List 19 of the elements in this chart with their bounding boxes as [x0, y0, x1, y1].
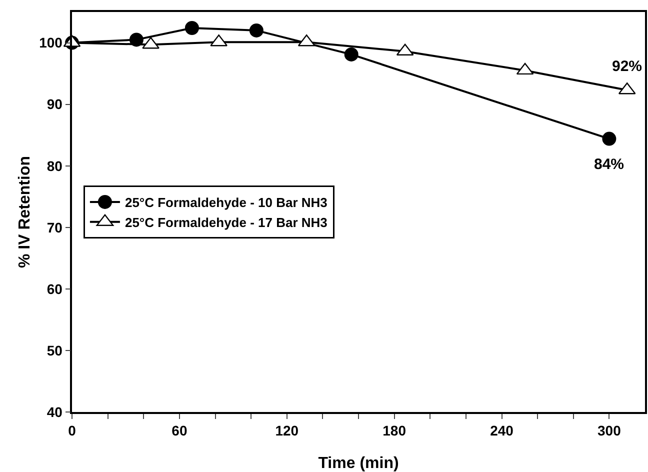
- y-tick-label: 90: [46, 96, 63, 112]
- y-tick-label: 40: [46, 404, 63, 420]
- y-tick-label: 60: [46, 280, 63, 297]
- y-tick-label: 80: [46, 158, 63, 174]
- x-tick-label: 60: [172, 422, 188, 439]
- y-tick-label: 50: [46, 342, 63, 358]
- y-tick-label: 70: [46, 219, 63, 236]
- x-tick-label: 120: [275, 422, 299, 439]
- x-tick-label: 0: [68, 422, 76, 439]
- legend-label: 25°C Formaldehyde - 17 Bar NH3: [124, 214, 328, 230]
- x-tick-label: 180: [382, 422, 406, 439]
- y-tick-label: 100: [39, 34, 63, 51]
- annotation: 84%: [594, 156, 624, 173]
- x-tick-label: 240: [490, 422, 514, 439]
- x-axis-title: Time (min): [318, 455, 399, 472]
- y-axis-title: % IV Retention: [16, 156, 34, 268]
- x-tick-label: 300: [598, 422, 622, 439]
- legend-label: 25°C Formaldehyde - 10 Bar NH3: [124, 195, 328, 210]
- annotation: 92%: [612, 58, 642, 75]
